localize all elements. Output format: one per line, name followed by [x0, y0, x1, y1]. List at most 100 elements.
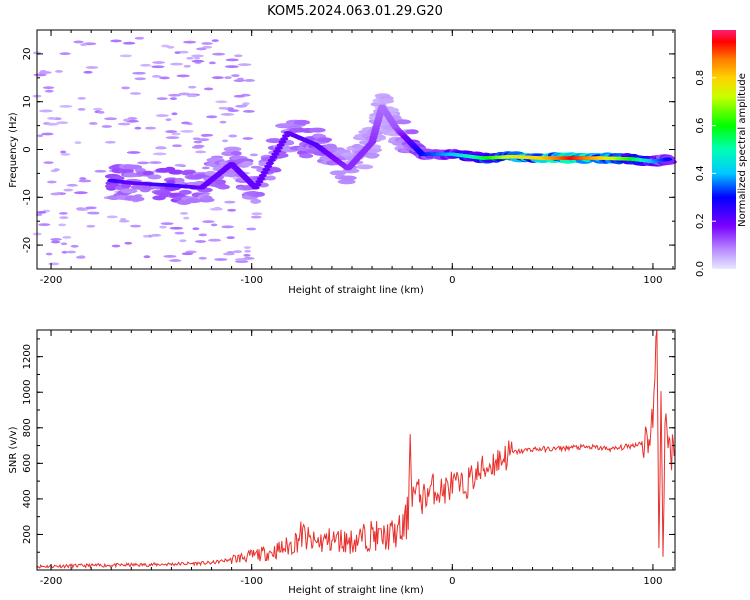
spectrogram-noise-blob	[179, 212, 189, 215]
spectrogram-halo	[365, 153, 379, 159]
y-tick-label: 400	[22, 489, 33, 508]
spectrogram-y-label: Frequency (Hz)	[8, 112, 19, 188]
x-tick-label: -200	[40, 275, 63, 286]
spectrogram-noise-blob	[56, 121, 69, 125]
spectrogram-noise-blob	[101, 125, 113, 128]
spectrogram-noise-blob	[233, 250, 243, 254]
spectrogram-noise-blob	[207, 238, 222, 242]
spectrogram-noise-blob	[211, 76, 224, 80]
spectrogram-noise-blob	[126, 151, 141, 154]
spectrogram-noise-blob	[63, 188, 74, 192]
spectrogram-noise-blob	[158, 76, 170, 80]
spectrogram-peak	[251, 185, 260, 190]
spectrogram-noise-blob	[122, 41, 136, 45]
spectrogram-noise-blob	[74, 141, 82, 145]
spectrogram-noise-blob	[169, 62, 184, 66]
spectrogram-noise-blob	[183, 40, 197, 44]
spectrogram-halo	[178, 189, 192, 195]
spectrogram-noise-blob	[250, 215, 262, 219]
spectrogram-noise-blob	[183, 64, 191, 68]
spectrogram-halo	[217, 184, 230, 190]
colorbar-tick-label: 0.2	[695, 213, 706, 229]
spectrogram-noise-blob	[70, 244, 79, 248]
spectrogram-noise-blob	[188, 85, 197, 89]
spectrogram-noise-blob	[143, 255, 151, 259]
spectrogram-noise-blob	[195, 47, 207, 51]
spectrogram-peak	[271, 152, 280, 156]
spectrogram-noise-blob	[119, 54, 132, 58]
snr-x-label: Height of straight line (km)	[288, 585, 424, 596]
spectrogram-noise-blob	[161, 44, 170, 48]
spectrogram-noise-blob	[198, 256, 207, 260]
spectrogram-noise-blob	[202, 220, 215, 224]
y-tick-label: 0	[22, 146, 33, 152]
colorbar-label: Normalized spectral amplitude	[737, 73, 748, 227]
spectrogram-noise-blob	[44, 89, 54, 93]
spectrogram-noise-blob	[169, 259, 182, 262]
spectrogram-noise-blob	[60, 242, 68, 246]
spectrogram-noise-blob	[218, 106, 229, 110]
spectrogram-halo	[387, 107, 400, 113]
spectrogram-noise-blob	[211, 52, 226, 56]
spectrogram-noise-blob	[227, 109, 240, 113]
spectrogram-halo	[119, 168, 134, 174]
snr-x-ticks: -200 -100 0 100	[40, 330, 674, 587]
spectrogram-noise-blob	[134, 194, 143, 198]
spectrogram-peak	[274, 146, 283, 150]
y-tick-label: -20	[22, 237, 33, 253]
spectrogram-noise-blob	[174, 51, 181, 55]
spectrogram-noise-blob	[77, 107, 86, 111]
spectrogram-noise-blob	[77, 96, 86, 100]
spectrogram-halo	[317, 137, 332, 143]
x-tick-label: -100	[240, 275, 263, 286]
spectrogram-noise-blob	[41, 132, 54, 136]
spectrogram-noise-blob	[193, 56, 200, 60]
spectrogram-noise-blob	[233, 94, 246, 98]
spectrogram-noise-blob	[117, 122, 131, 126]
spectrogram-halo	[339, 175, 357, 181]
spectrogram-noise-blob	[148, 161, 162, 164]
spectrogram-noise-blob	[123, 118, 130, 122]
spectrogram-noise-blob	[186, 94, 198, 98]
spectrogram-noise-blob	[159, 225, 167, 229]
spectrogram-noise-blob	[111, 244, 121, 248]
x-tick-label: 0	[449, 576, 455, 587]
spectrogram-noise-blob	[222, 139, 229, 143]
spectrogram-noise-blob	[220, 113, 235, 116]
spectrogram-noise-blob	[174, 231, 185, 235]
spectrogram-halo	[202, 195, 213, 201]
snr-y-label: SNR (v/v)	[8, 426, 19, 473]
spectrogram-noise-blob	[58, 211, 68, 215]
colorbar-tick-label: 0.6	[695, 118, 706, 134]
spectrogram-noise-blob	[156, 97, 168, 101]
spectrogram-noise-blob	[246, 227, 257, 231]
spectrogram-noise-blob	[94, 169, 107, 173]
spectrogram-noise-blob	[171, 144, 183, 148]
spectrogram-halo	[181, 170, 197, 176]
spectrogram-noise-blob	[43, 161, 54, 165]
spectrogram-halo	[265, 175, 276, 181]
spectrogram-noise-blob	[154, 146, 167, 150]
spectrogram-noise-blob	[191, 145, 203, 149]
spectrogram-noise-blob	[243, 79, 256, 82]
y-tick-label: 20	[22, 48, 33, 61]
spectrogram-peak	[257, 176, 266, 181]
snr-frame	[36, 329, 676, 571]
spectrogram-noise-blob	[240, 104, 248, 108]
spectrogram-halo	[253, 191, 266, 197]
spectrogram-noise-blob	[127, 117, 138, 120]
spectrogram-noise-blob	[231, 74, 240, 78]
spectrogram-halo	[184, 198, 202, 204]
spectrogram-noise-blob	[244, 249, 252, 253]
spectrogram-noise-blob	[224, 200, 236, 204]
colorbar-gradient	[712, 30, 736, 269]
spectrogram-noise-blob	[104, 117, 118, 121]
spectrogram-halo	[120, 183, 132, 189]
spectrogram-noise-blob	[104, 140, 116, 144]
spectrogram-noise-blob	[171, 112, 178, 116]
spectrogram-noise-blob	[165, 136, 180, 140]
spectrogram-noise-blob	[226, 251, 235, 254]
spectrogram-noise-blob	[160, 222, 174, 225]
spectrogram-noise-blob	[73, 191, 88, 195]
spectrogram-y-ticks: -20 -10 0 10 20	[22, 29, 675, 270]
